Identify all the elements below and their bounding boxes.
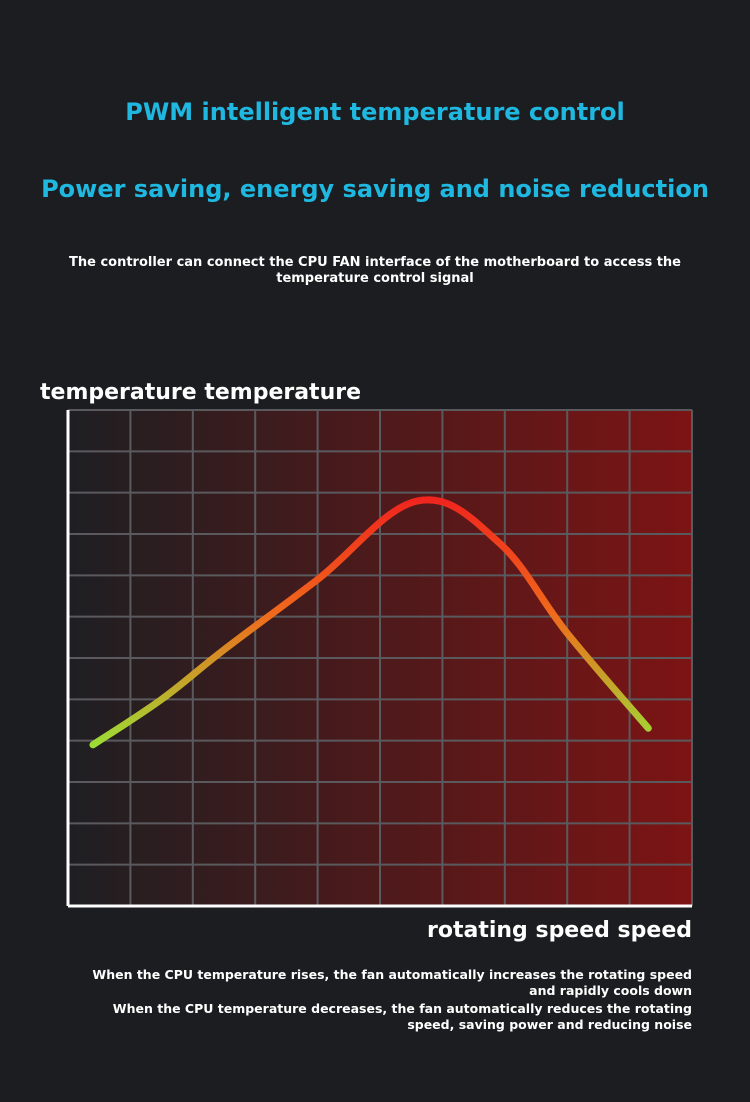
chart-y-axis-label: temperature temperature bbox=[40, 380, 362, 405]
note-temperature-rise: When the CPU temperature rises, the fan … bbox=[92, 967, 692, 998]
description-text: The controller can connect the CPU FAN i… bbox=[68, 255, 681, 286]
temperature-curve-line bbox=[89, 496, 652, 749]
chart-x-axis-label: rotating speed speed bbox=[427, 918, 692, 943]
note-temperature-decrease: When the CPU temperature decreases, the … bbox=[112, 1001, 692, 1032]
page-title: PWM intelligent temperature control bbox=[125, 98, 625, 126]
page-subtitle: Power saving, energy saving and noise re… bbox=[41, 175, 709, 203]
temperature-speed-chart bbox=[66, 409, 693, 908]
